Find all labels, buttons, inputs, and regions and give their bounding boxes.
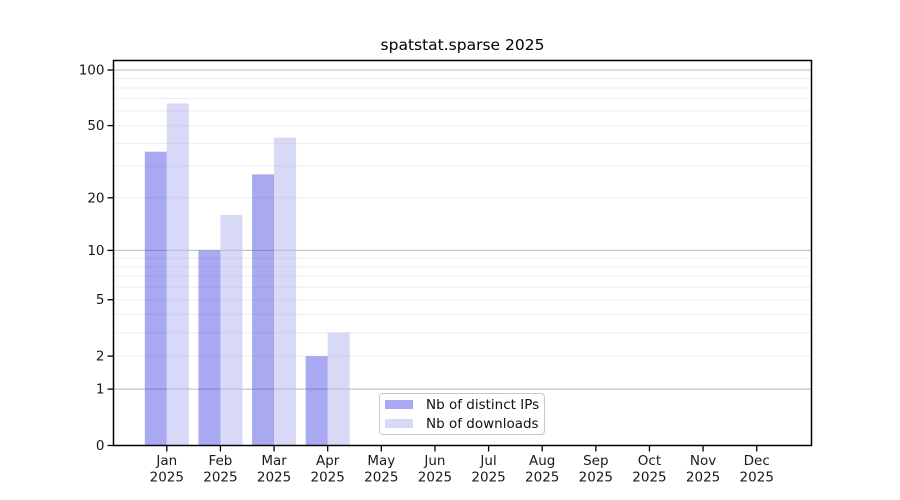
bar-downloads-jan — [166, 103, 189, 446]
y-tick-label: 50 — [87, 118, 104, 134]
x-tick-label-year: 2025 — [150, 470, 184, 486]
bar-distinct-ips-mar — [252, 174, 275, 446]
x-tick-label-month: Feb — [208, 453, 232, 469]
legend-item-label: Nb of distinct IPs — [426, 396, 540, 413]
x-tick-label-year: 2025 — [740, 470, 774, 486]
x-tick-label-year: 2025 — [632, 470, 666, 486]
x-tick-label-year: 2025 — [579, 470, 613, 486]
legend-item-downloads: Nb of downloads — [385, 415, 544, 432]
x-tick-label-month: Jun — [423, 453, 445, 469]
chart-title: spatstat.sparse 2025 — [380, 36, 545, 54]
y-tick-label: 100 — [79, 63, 105, 79]
bar-downloads-apr — [327, 332, 350, 446]
x-tick-label-year: 2025 — [525, 470, 559, 486]
bar-distinct-ips-apr — [305, 356, 328, 446]
x-tick-label-month: Sep — [583, 453, 608, 469]
y-tick-label: 10 — [87, 243, 104, 259]
x-tick-label-year: 2025 — [471, 470, 505, 486]
x-tick-label-month: Oct — [638, 453, 661, 469]
x-tick-label-year: 2025 — [257, 470, 291, 486]
downloads-swatch — [385, 418, 413, 429]
y-tick-label: 0 — [96, 438, 105, 454]
legend-item-label: Nb of downloads — [426, 415, 539, 432]
y-tick-label: 1 — [96, 382, 105, 398]
x-tick-label-year: 2025 — [418, 470, 452, 486]
x-tick-label-year: 2025 — [311, 470, 345, 486]
bar-distinct-ips-jan — [144, 151, 167, 446]
x-tick-label-month: Nov — [690, 453, 716, 469]
bar-downloads-feb — [220, 214, 243, 446]
y-tick-label: 20 — [87, 190, 104, 206]
x-tick-label-month: Dec — [744, 453, 770, 469]
plot-border — [112, 59, 813, 447]
legend-item-distinct-ips: Nb of distinct IPs — [385, 396, 544, 413]
x-tick-label-month: Aug — [529, 453, 555, 469]
y-tick-label: 5 — [96, 292, 105, 308]
legend: Nb of distinct IPs Nb of downloads — [379, 393, 545, 435]
x-tick-label-year: 2025 — [364, 470, 398, 486]
x-tick-label-month: May — [367, 453, 395, 469]
x-tick-label-month: Mar — [261, 453, 287, 469]
x-tick-label-year: 2025 — [203, 470, 237, 486]
y-tick-label: 2 — [96, 349, 105, 365]
distinct-ips-swatch — [385, 399, 413, 410]
x-tick-label-year: 2025 — [686, 470, 720, 486]
x-tick-label-month: Jan — [155, 453, 177, 469]
x-tick-label-month: Jul — [479, 453, 496, 469]
bar-distinct-ips-feb — [198, 250, 221, 446]
x-tick-label-month: Apr — [316, 453, 340, 469]
bar-downloads-mar — [274, 137, 297, 446]
